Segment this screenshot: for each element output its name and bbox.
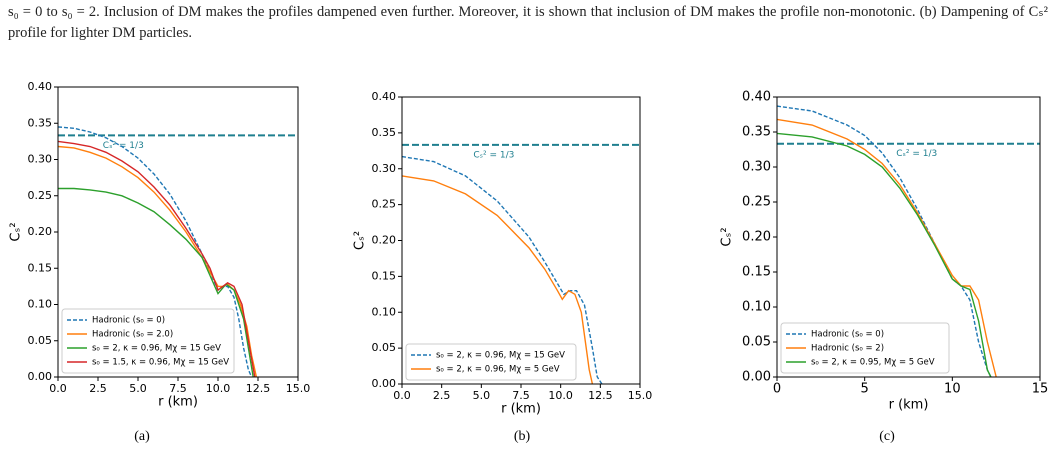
legend-label: Hadronic (s₀ = 2.0): [92, 330, 173, 340]
y-tick-label: 0.05: [742, 335, 771, 350]
x-tick-label: 5.0: [129, 382, 147, 395]
y-axis-label: Cₛ²: [9, 222, 24, 241]
x-axis-label: r (km): [158, 395, 198, 410]
y-tick-label: 0.30: [28, 153, 53, 166]
y-tick-label: 0.30: [372, 162, 397, 175]
paragraph: s₀ = 0 to s₀ = 2. Inclusion of DM makes …: [8, 4, 1048, 41]
y-tick-label: 0.35: [28, 116, 53, 129]
x-tick-label: 15: [1032, 382, 1049, 397]
legend-box: [405, 343, 577, 381]
series-line: [58, 187, 254, 377]
legend-label: s₀ = 2, κ = 0.96, Mχ = 5 GeV: [436, 365, 560, 375]
y-tick-label: 0.00: [742, 370, 771, 385]
plot-frame: [57, 86, 299, 378]
x-tick-label: 5.0: [473, 389, 491, 402]
y-tick-label: 0.35: [742, 125, 771, 140]
y-tick-label: 0.05: [372, 341, 397, 354]
y-tick-label: 0.05: [28, 334, 53, 347]
y-tick-label: 0.15: [742, 265, 771, 280]
series-line: [58, 126, 253, 377]
y-tick-label: 0.35: [372, 126, 397, 139]
series-line: [777, 118, 997, 377]
y-tick-label: 0.10: [742, 300, 771, 315]
reference-label: Cₛ² = 1/3: [473, 150, 514, 160]
legend-box: [61, 308, 235, 374]
plot-frame: [776, 96, 1041, 378]
y-tick-label: 0.20: [28, 225, 53, 238]
legend-label: Hadronic (s₀ = 0): [811, 330, 884, 340]
y-tick-label: 0.25: [372, 198, 397, 211]
y-axis-label: Cₛ²: [353, 231, 368, 250]
x-tick-label: 5: [861, 382, 869, 397]
y-tick-label: 0.10: [28, 298, 53, 311]
series-line: [58, 140, 256, 377]
x-tick-label: 2.5: [433, 389, 451, 402]
y-tick-label: 0.25: [28, 189, 53, 202]
caption: (c): [879, 429, 895, 444]
caption: (a): [134, 429, 150, 444]
y-tick-label: 0.40: [372, 90, 397, 103]
y-tick-label: 0.40: [742, 90, 771, 105]
x-tick-label: 10: [944, 382, 961, 397]
legend-label: Hadronic (s₀ = 0): [92, 316, 165, 326]
x-tick-label: 2.5: [89, 382, 107, 395]
series-line: [402, 155, 603, 384]
x-axis-label: r (km): [501, 402, 541, 417]
plot-frame: [401, 96, 641, 385]
y-tick-label: 0.40: [28, 80, 53, 93]
x-axis-label: r (km): [889, 398, 929, 413]
series-line: [402, 175, 594, 384]
y-tick-label: 0.30: [742, 160, 771, 175]
x-tick-label: 0.0: [393, 389, 411, 402]
x-tick-label: 12.5: [246, 382, 271, 395]
x-tick-label: 0: [773, 382, 781, 397]
legend-label: s₀ = 2, κ = 0.95, Mχ = 5 GeV: [811, 358, 935, 368]
y-tick-label: 0.15: [372, 269, 397, 282]
reference-label: Cₛ² = 1/3: [103, 141, 144, 151]
y-tick-label: 0.00: [28, 370, 53, 383]
x-tick-label: 7.5: [169, 382, 187, 395]
y-tick-label: 0.20: [742, 230, 771, 245]
x-tick-label: 15.0: [628, 389, 653, 402]
y-tick-label: 0.00: [372, 377, 397, 390]
x-tick-label: 10.0: [206, 382, 231, 395]
x-tick-label: 7.5: [512, 389, 530, 402]
y-tick-label: 0.10: [372, 305, 397, 318]
legend-label: Hadronic (s₀ = 2): [811, 344, 884, 354]
y-tick-label: 0.20: [372, 234, 397, 247]
x-tick-label: 10.0: [548, 389, 573, 402]
y-tick-label: 0.15: [28, 261, 53, 274]
x-tick-label: 12.5: [588, 389, 613, 402]
series-line: [777, 105, 992, 377]
y-tick-label: 0.25: [742, 195, 771, 210]
y-axis-label: Cₛ²: [720, 227, 735, 246]
series-line: [777, 132, 992, 377]
legend-box: [780, 322, 950, 374]
legend-label: s₀ = 1.5, κ = 0.96, Mχ = 15 GeV: [92, 358, 229, 368]
x-tick-label: 0.0: [49, 382, 67, 395]
reference-label: Cₛ² = 1/3: [896, 149, 937, 159]
caption: (b): [514, 429, 531, 444]
legend-label: s₀ = 2, κ = 0.96, Mχ = 15 GeV: [92, 344, 221, 354]
legend-label: s₀ = 2, κ = 0.96, Mχ = 15 GeV: [436, 351, 565, 361]
x-tick-label: 15.0: [286, 382, 311, 395]
